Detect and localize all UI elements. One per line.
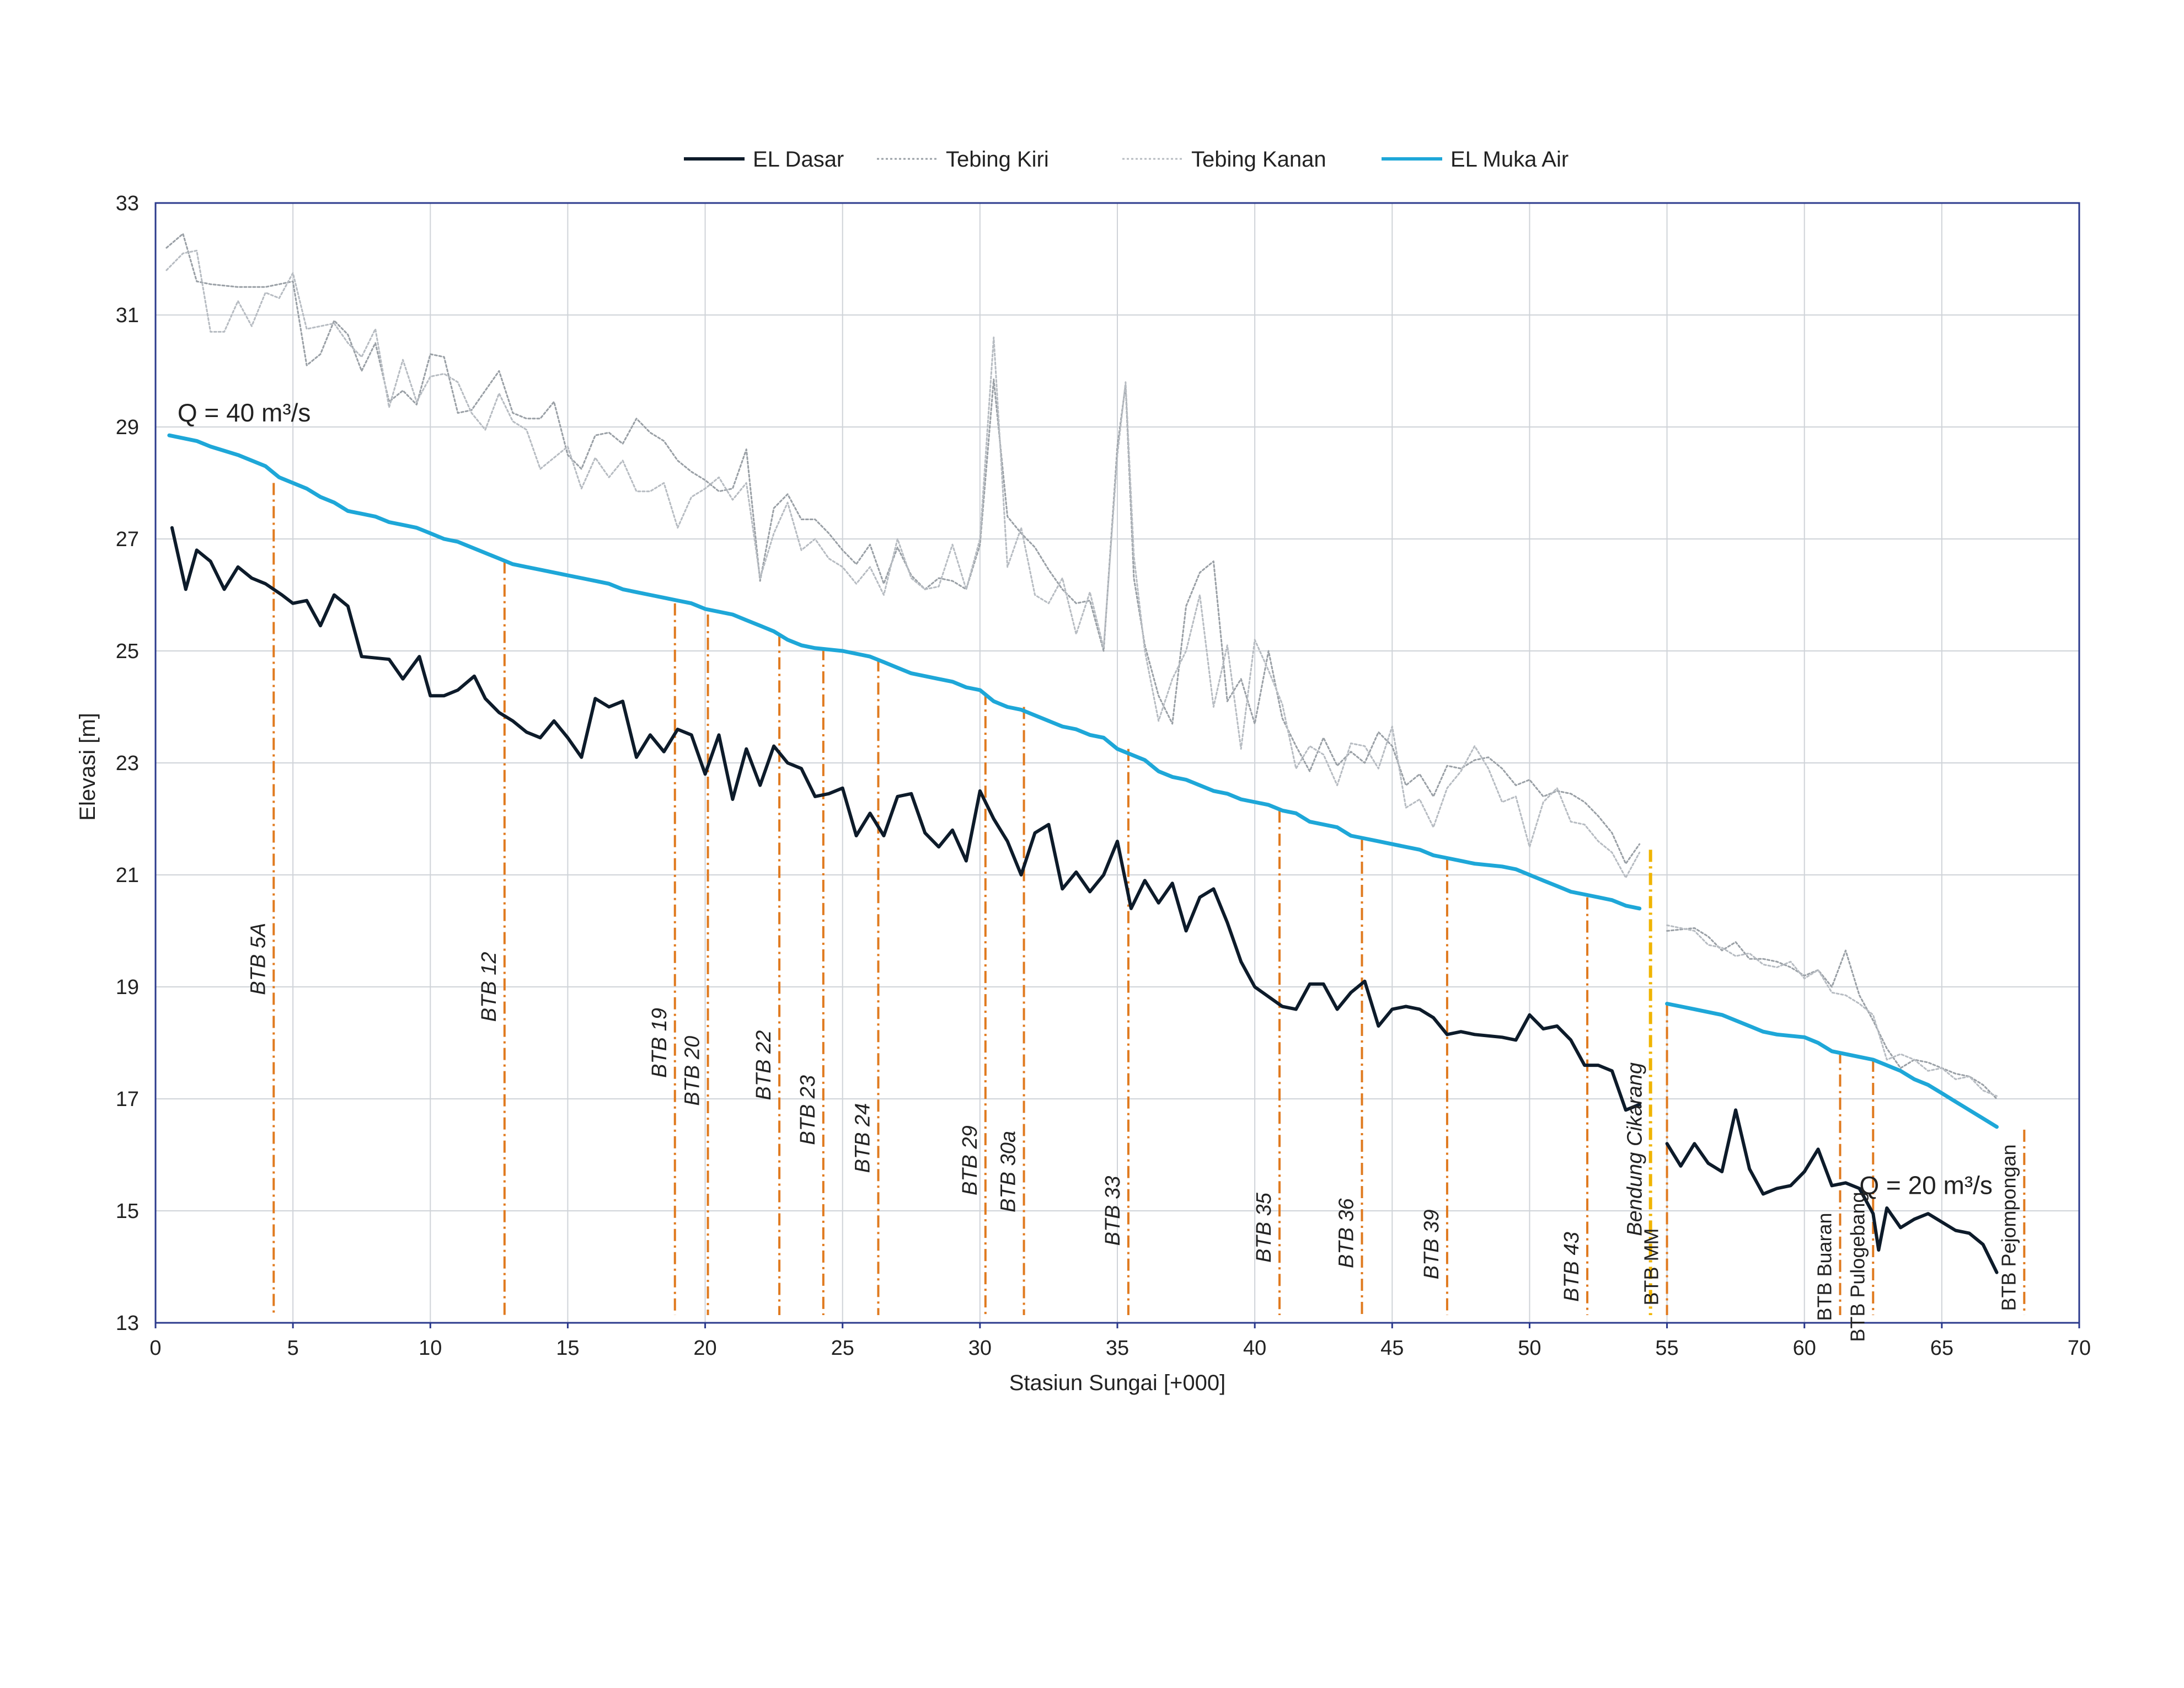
x-tick-label: 65 — [1930, 1337, 1953, 1360]
y-tick-label: 19 — [116, 976, 139, 999]
station-label: BTB Buaran — [1813, 1212, 1835, 1321]
station-label: BTB 39 — [1420, 1210, 1443, 1280]
flow-annotation: Q = 40 m³/s — [178, 398, 311, 427]
series-line-el-dasar — [1665, 1108, 1999, 1274]
series-line-tebing-kanan — [1666, 924, 1998, 1097]
station-label: BTB 23 — [796, 1075, 820, 1145]
x-axis-title: Stasiun Sungai [+000] — [1009, 1371, 1226, 1395]
series-lines — [165, 233, 1999, 1274]
legend-label: Tebing Kanan — [1191, 147, 1326, 172]
y-tick-label: 23 — [116, 752, 139, 775]
station-label: BTB 20 — [681, 1036, 704, 1106]
station-labels: BTB 5A BTB 12 BTB 19 BTB 20 BTB 22 BTB 23 BTB … — [247, 923, 2020, 1342]
x-tick-label: 60 — [1793, 1337, 1816, 1360]
series-line-el-muka-air — [1665, 1002, 1999, 1129]
legend-label: EL Dasar — [753, 147, 844, 172]
station-label: BTB 22 — [752, 1030, 775, 1101]
tick-labels: 0 5 10 15 20 25 30 35 40 45 50 55 60 65 70 13 15 17 19 21 23… — [116, 192, 2091, 1360]
station-label: BTB 5A — [247, 923, 270, 995]
station-markers — [272, 483, 2026, 1315]
legend: EL Dasar Tebing Kiri Tebing Kanan EL Muka A… — [684, 147, 1569, 172]
y-tick-label: 29 — [116, 416, 139, 439]
x-tick-label: 25 — [831, 1337, 854, 1360]
y-tick-label: 27 — [116, 528, 139, 551]
series-line-tebing-kiri — [1666, 927, 1998, 1100]
series-line-tebing-kanan — [165, 249, 1641, 879]
x-tick-label: 10 — [419, 1337, 442, 1360]
station-label: BTB 33 — [1101, 1176, 1125, 1246]
x-tick-label: 45 — [1380, 1337, 1404, 1360]
station-label: Bendung Cikarang — [1624, 1062, 1647, 1236]
x-tick-label: 35 — [1106, 1337, 1129, 1360]
y-tick-label: 25 — [116, 640, 139, 663]
station-label: BTB 19 — [648, 1008, 671, 1078]
x-tick-label: 70 — [2068, 1337, 2091, 1360]
x-tick-label: 40 — [1243, 1337, 1266, 1360]
annotations: Q = 40 m³/s Q = 20 m³/s — [178, 398, 1993, 1200]
x-tick-label: 30 — [968, 1337, 992, 1360]
y-tick-label: 21 — [116, 864, 139, 887]
x-tick-label: 0 — [149, 1337, 161, 1360]
y-tick-label: 33 — [116, 192, 139, 215]
y-tick-label: 17 — [116, 1088, 139, 1111]
y-tick-label: 13 — [116, 1312, 139, 1335]
station-label: BTB Pulogebang — [1846, 1192, 1869, 1342]
legend-label: Tebing Kiri — [946, 147, 1049, 172]
x-tick-label: 20 — [693, 1337, 716, 1360]
x-tick-label: 50 — [1518, 1337, 1541, 1360]
station-label: BTB 36 — [1335, 1198, 1358, 1268]
y-tick-label: 15 — [116, 1200, 139, 1223]
x-tick-label: 5 — [287, 1337, 299, 1360]
station-label: BTB Pejompongan — [1997, 1144, 2020, 1311]
legend-label: EL Muka Air — [1450, 147, 1569, 172]
station-label: BTB 35 — [1252, 1192, 1276, 1263]
station-label: BTB 43 — [1560, 1232, 1583, 1302]
series-line-el-muka-air — [167, 433, 1642, 911]
x-tick-label: 15 — [556, 1337, 579, 1360]
station-label: BTB 30a — [997, 1131, 1020, 1212]
grid-lines — [155, 202, 2080, 1323]
flow-annotation: Q = 20 m³/s — [1859, 1171, 1993, 1200]
x-tick-label: 55 — [1655, 1337, 1678, 1360]
station-label: BTB 12 — [478, 952, 501, 1022]
series-line-el-dasar — [170, 526, 1641, 1112]
station-label: BTB MM — [1640, 1228, 1663, 1306]
station-label: BTB 29 — [959, 1125, 982, 1195]
y-axis-title: Elevasi [m] — [76, 713, 100, 821]
station-label: BTB 24 — [851, 1103, 874, 1173]
y-tick-label: 31 — [116, 304, 139, 327]
